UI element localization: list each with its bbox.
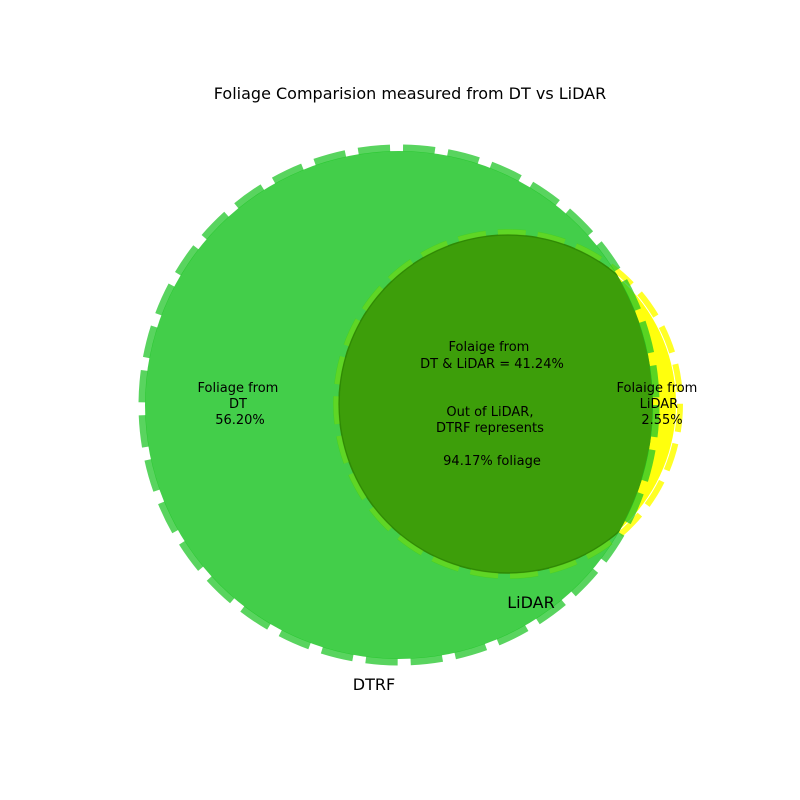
region-label-intersection: Folaige from DT & LiDAR = 41.24% [420,340,564,372]
dtrf-set-outline [138,144,660,666]
region-label-dt-only: Foliage from DT 56.20% [198,381,283,428]
chart-title: Foliage Comparision measured from DT vs … [214,84,606,103]
set-label-dtrf: DTRF [353,675,395,694]
intersection-edge [338,234,653,574]
lidar-inner-dashed-edge [333,229,653,579]
region-label-lidar-only: Folaige from LiDAR 2.55% [617,381,702,428]
intersection-region [339,235,653,573]
set-label-lidar: LiDAR [507,593,554,612]
region-label-annotation: Out of LiDAR, DTRF represents 94.17% fol… [436,405,548,469]
